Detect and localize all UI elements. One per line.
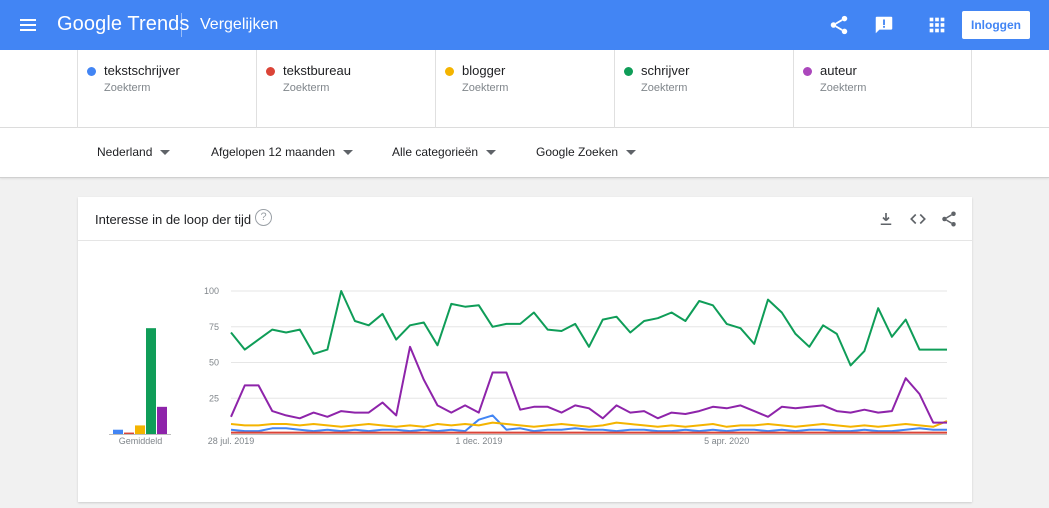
- card-header: Interesse in de loop der tijd ?: [78, 197, 972, 241]
- term-type: Zoekterm: [641, 82, 688, 94]
- y-tick-label: 75: [209, 322, 219, 332]
- interest-chart: Gemiddeld 25 50 75 100 28 jul. 2019 1 dec. 2…: [109, 286, 948, 446]
- top-app-bar: Google Trends Vergelijken Inloggen: [0, 0, 1049, 50]
- y-tick-label: 100: [204, 286, 219, 296]
- logo-text: Google Trends: [57, 13, 190, 35]
- search-type-dropdown[interactable]: Google Zoeken: [536, 145, 637, 159]
- card-title: Interesse in de loop der tijd: [95, 212, 252, 227]
- share-icon[interactable]: [940, 210, 958, 228]
- comparison-terms-bar: tekstschrijver Zoekterm tekstbureau Zoek…: [0, 50, 1049, 128]
- term-color-dot: [803, 67, 812, 76]
- term-type: Zoekterm: [283, 82, 330, 94]
- region-dropdown-label: Nederland: [97, 145, 153, 159]
- menu-icon[interactable]: [18, 15, 38, 35]
- chevron-down-icon: [343, 150, 354, 156]
- region-dropdown[interactable]: Nederland: [97, 145, 171, 159]
- filter-bar: Nederland Afgelopen 12 maanden Alle cate…: [0, 128, 1049, 178]
- series-line-schrijver[interactable]: [230, 290, 947, 367]
- term-type: Zoekterm: [104, 82, 151, 94]
- term-color-dot: [87, 67, 96, 76]
- category-dropdown-label: Alle categorieën: [392, 145, 479, 159]
- average-bar-schrijver[interactable]: [146, 328, 156, 434]
- y-tick-label: 25: [209, 393, 219, 403]
- share-icon[interactable]: [828, 14, 850, 36]
- interest-over-time-card: Interesse in de loop der tijd ? Gemiddel…: [78, 197, 972, 502]
- series-line-tekstschrijver[interactable]: [230, 414, 947, 433]
- embed-icon[interactable]: [909, 210, 927, 228]
- term-name: schrijver: [641, 63, 690, 78]
- term-card-auteur[interactable]: auteur Zoekterm: [793, 50, 972, 128]
- term-card-blogger[interactable]: blogger Zoekterm: [435, 50, 614, 128]
- google-trends-logo[interactable]: Google Trends: [57, 13, 190, 36]
- term-color-dot: [624, 67, 633, 76]
- term-color-dot: [266, 67, 275, 76]
- average-bar-tekstbureau[interactable]: [124, 432, 134, 434]
- term-card-tekstbureau[interactable]: tekstbureau Zoekterm: [256, 50, 435, 128]
- x-tick-label: 1 dec. 2019: [455, 436, 502, 446]
- term-name: tekstbureau: [283, 63, 351, 78]
- chevron-down-icon: [160, 150, 171, 156]
- help-icon[interactable]: ?: [255, 209, 272, 226]
- chart-series: [230, 290, 948, 434]
- series-line-auteur[interactable]: [230, 345, 947, 424]
- header-divider: [181, 13, 182, 37]
- term-color-dot: [445, 67, 454, 76]
- term-name: auteur: [820, 63, 857, 78]
- average-bar-auteur[interactable]: [157, 406, 167, 434]
- average-bars: Gemiddeld: [109, 328, 171, 446]
- average-bar-tekstschrijver[interactable]: [113, 429, 123, 434]
- search-type-dropdown-label: Google Zoeken: [536, 145, 619, 159]
- chevron-down-icon: [626, 150, 637, 156]
- time-range-dropdown-label: Afgelopen 12 maanden: [211, 145, 336, 159]
- feedback-icon[interactable]: [873, 14, 895, 36]
- x-tick-label: 5 apr. 2020: [704, 436, 749, 446]
- term-card-tekstschrijver[interactable]: tekstschrijver Zoekterm: [77, 50, 256, 128]
- x-axis-ticks: 28 jul. 2019 1 dec. 2019 5 apr. 2020: [208, 436, 749, 446]
- download-icon[interactable]: [877, 210, 895, 228]
- average-label: Gemiddeld: [119, 436, 163, 446]
- chart-grid: 25 50 75 100: [204, 286, 947, 435]
- term-card-schrijver[interactable]: schrijver Zoekterm: [614, 50, 793, 128]
- average-bar-blogger[interactable]: [135, 425, 145, 434]
- term-type: Zoekterm: [820, 82, 867, 94]
- chevron-down-icon: [486, 150, 497, 156]
- x-tick-label: 28 jul. 2019: [208, 436, 255, 446]
- apps-icon[interactable]: [926, 14, 948, 36]
- page-title: Vergelijken: [200, 16, 279, 33]
- login-button[interactable]: Inloggen: [962, 11, 1030, 39]
- time-range-dropdown[interactable]: Afgelopen 12 maanden: [211, 145, 354, 159]
- term-type: Zoekterm: [462, 82, 509, 94]
- category-dropdown[interactable]: Alle categorieën: [392, 145, 497, 159]
- term-name: blogger: [462, 63, 506, 78]
- y-tick-label: 50: [209, 358, 219, 368]
- series-line-blogger[interactable]: [230, 420, 948, 428]
- term-name: tekstschrijver: [104, 63, 180, 78]
